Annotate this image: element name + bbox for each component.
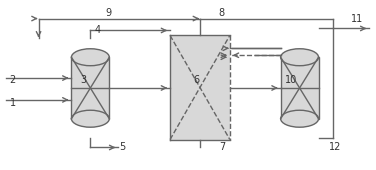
Text: 9: 9 — [105, 8, 111, 18]
Ellipse shape — [280, 49, 318, 66]
Text: 2: 2 — [9, 75, 16, 85]
Text: 3: 3 — [80, 75, 86, 85]
Text: 7: 7 — [219, 142, 225, 152]
Text: 1: 1 — [9, 98, 16, 108]
Text: 4: 4 — [94, 26, 100, 36]
Text: 6: 6 — [193, 75, 199, 85]
Text: 5: 5 — [119, 142, 125, 152]
Text: 12: 12 — [329, 142, 342, 152]
Ellipse shape — [71, 49, 109, 66]
Bar — [71, 57, 109, 119]
Text: 10: 10 — [285, 75, 297, 85]
Ellipse shape — [71, 110, 109, 127]
Text: 8: 8 — [219, 8, 225, 18]
Bar — [170, 35, 230, 140]
Text: 11: 11 — [351, 14, 364, 24]
Bar — [280, 57, 318, 119]
Ellipse shape — [280, 110, 318, 127]
